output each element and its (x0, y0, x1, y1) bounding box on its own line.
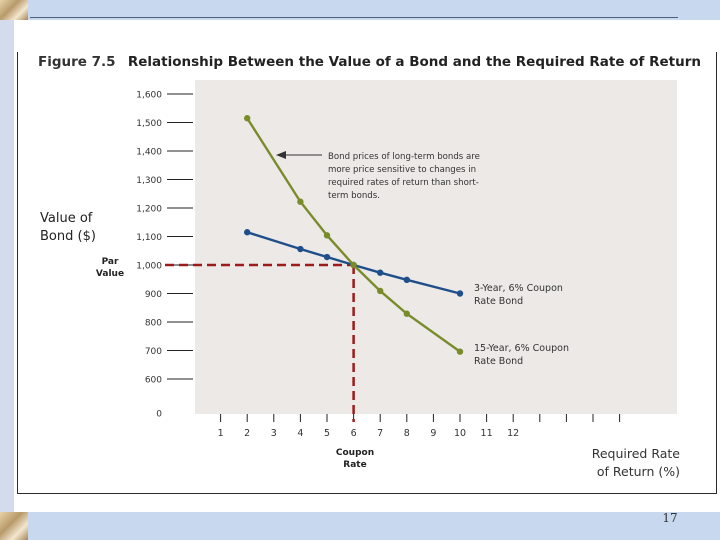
y-tick-lines (167, 93, 193, 380)
y-tick-label-9: 1,400 (136, 148, 162, 158)
y-axis-label-line-1: Bond ($) (40, 229, 96, 244)
series-point-s3-4 (377, 269, 384, 276)
series-point-s15-2 (323, 232, 331, 239)
y-tick-labels: 0 600 700 800 900 1,000 1,100 1,200 1,300 1,400 1,… (136, 91, 162, 420)
slide-number: 17 (662, 511, 678, 525)
figure-frame (17, 52, 717, 494)
x-tick-label-11: 12 (507, 428, 519, 439)
x-tick-label-1: 2 (244, 428, 250, 439)
x-tick-label-3: 4 (297, 428, 303, 439)
series-point-s3-6 (456, 290, 464, 297)
coupon-rate-label-line-0: Coupon (336, 448, 374, 458)
series-point-s3-1 (297, 245, 304, 253)
x-axis-label-line-0: Required Rate (592, 446, 681, 461)
series-point-s3-0 (244, 229, 251, 236)
figure-label: Figure 7.5 (38, 54, 116, 70)
banner-decoration (0, 0, 28, 20)
x-tick-label-2: 3 (271, 428, 277, 439)
chart-labels: Value of Bond ($) Par Value Coupon Rate Requir… (40, 211, 680, 479)
y-tick-label-4: 900 (145, 290, 162, 300)
annotation-line-3: term bonds. (328, 191, 380, 201)
top-banner (0, 0, 720, 20)
series-label-3yr-line-1: Rate Bond (474, 296, 523, 307)
series-point-s15-6 (456, 348, 464, 355)
y-tick-label-11: 1,600 (136, 91, 162, 101)
bottom-banner (0, 512, 720, 540)
x-tick-marks (220, 414, 621, 422)
y-tick-label-7: 1,200 (136, 205, 162, 215)
footer-decoration (0, 512, 28, 540)
y-tick-label-5: 1,000 (136, 262, 162, 272)
series-label-15yr-line-1: Rate Bond (474, 356, 523, 367)
y-tick-label-6: 1,100 (136, 233, 162, 243)
series-point-s15-5 (403, 310, 410, 317)
par-value-label-line-0: Par (102, 257, 119, 267)
series-point-s3-2 (323, 253, 331, 261)
x-tick-label-4: 5 (324, 428, 330, 439)
x-tick-label-6: 7 (377, 428, 383, 439)
figure-title: Figure 7.5 Relationship Between the Valu… (38, 54, 701, 70)
y-tick-label-10: 1,500 (136, 119, 162, 129)
reference-lines (165, 263, 355, 422)
x-axis-label-line-1: of Return (%) (597, 464, 680, 479)
plot-background (195, 80, 677, 414)
series-points (244, 115, 464, 355)
x-tick-label-0: 1 (218, 428, 224, 439)
y-axis-label-line-0: Value of (40, 211, 93, 226)
par-value-label-line-1: Value (96, 269, 124, 279)
x-tick-label-8: 9 (430, 428, 436, 439)
top-rule (30, 17, 678, 18)
x-tick-label-10: 11 (481, 428, 493, 439)
annotation-line-2: required rates of return than short- (328, 178, 479, 188)
annotation-line-1: more price sensitive to changes in (328, 165, 476, 175)
x-tick-labels: 1 2 3 4 5 6 7 8 9 10 11 12 (218, 428, 520, 439)
series-label-3yr-line-0: 3-Year, 6% Coupon (474, 283, 563, 294)
x-tick-label-7: 8 (404, 428, 410, 439)
y-tick-label-1: 600 (145, 376, 162, 386)
series-label-15yr-line-0: 15-Year, 6% Coupon (474, 343, 569, 354)
figure-title-text: Relationship Between the Value of a Bond… (127, 54, 701, 70)
annotation-line-0: Bond prices of long-term bonds are (328, 152, 480, 162)
series-point-s15-3 (350, 261, 357, 269)
y-tick-label-2: 700 (145, 347, 162, 357)
y-tick-label-3: 800 (145, 319, 162, 329)
x-tick-label-9: 10 (454, 428, 466, 439)
series-point-s15-1 (297, 198, 304, 205)
y-tick-label-8: 1,300 (136, 176, 162, 186)
y-tick-label-0: 0 (156, 410, 162, 420)
annotation: Bond prices of long-term bonds are more p… (276, 151, 480, 201)
x-tick-label-5: 6 (351, 428, 357, 439)
annotation-arrow-head (276, 151, 286, 159)
series-point-s15-4 (377, 287, 384, 295)
coupon-rate-label-line-1: Rate (343, 460, 366, 470)
series-point-s3-5 (403, 276, 410, 284)
left-stripe (0, 20, 14, 512)
series-point-s15-0 (244, 115, 251, 122)
